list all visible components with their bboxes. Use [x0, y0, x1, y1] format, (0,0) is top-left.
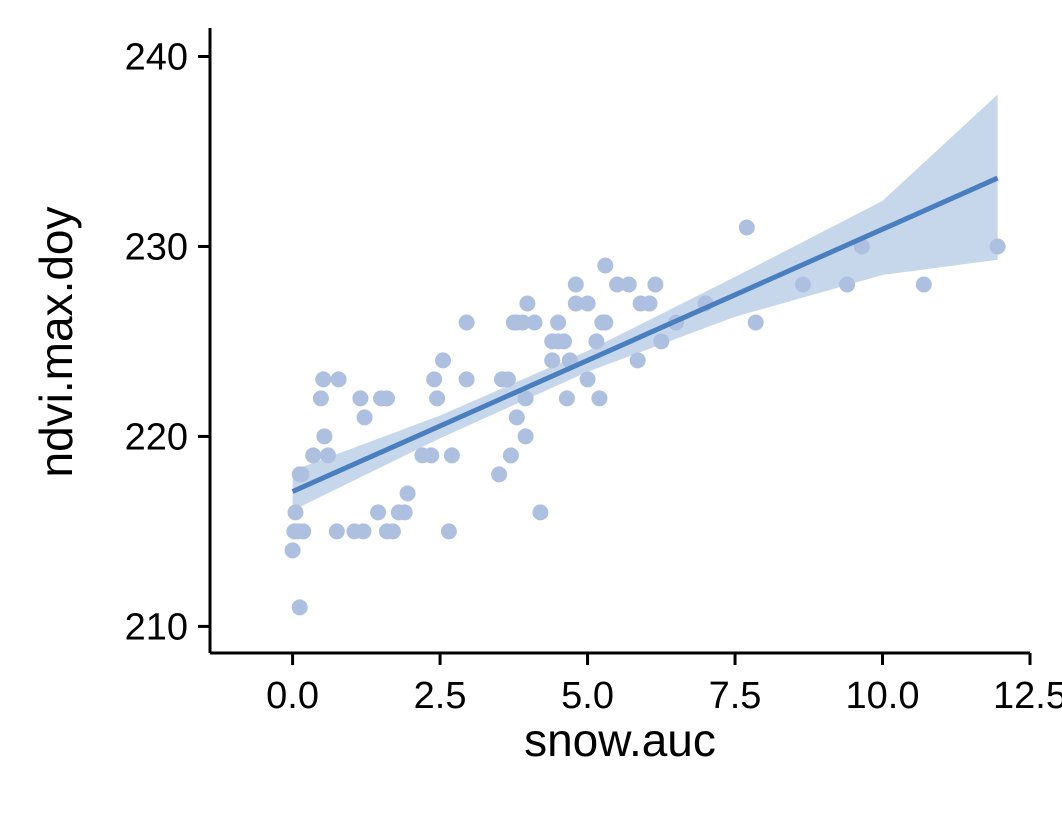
data-point	[502, 447, 519, 464]
y-tick-label: 210	[125, 606, 188, 648]
data-point	[620, 276, 637, 293]
data-point	[320, 447, 336, 464]
data-point	[629, 352, 646, 369]
x-axis-title: snow.auc	[524, 714, 716, 766]
data-point	[499, 371, 516, 388]
regression-line	[291, 175, 999, 494]
data-point	[330, 371, 347, 388]
data-point	[426, 371, 443, 388]
data-point	[567, 276, 584, 293]
data-point	[579, 295, 596, 312]
points-layer	[284, 219, 1006, 616]
x-tick-label: 7.5	[709, 675, 762, 717]
data-point	[352, 390, 369, 407]
data-point	[567, 295, 584, 312]
data-point	[399, 485, 416, 502]
data-point	[435, 352, 451, 369]
data-point	[305, 447, 322, 464]
data-point	[550, 314, 567, 331]
data-point	[370, 504, 387, 521]
y-tick-label: 240	[125, 36, 188, 78]
data-point	[558, 390, 575, 407]
data-point	[915, 276, 932, 293]
data-point	[794, 276, 811, 293]
data-point	[514, 314, 531, 331]
data-point	[591, 390, 608, 407]
data-point	[747, 314, 764, 331]
data-point	[291, 599, 308, 616]
data-point	[579, 371, 596, 388]
data-point	[556, 333, 572, 350]
data-point	[355, 523, 372, 540]
data-point	[517, 428, 534, 445]
data-point	[519, 295, 536, 312]
data-point	[356, 409, 373, 426]
y-tick-label: 230	[125, 226, 188, 268]
data-point	[328, 523, 345, 540]
y-axis-title: ndvi.max.doy	[30, 206, 82, 477]
x-tick-label: 5.0	[561, 675, 614, 717]
data-point	[508, 409, 525, 426]
data-point	[379, 390, 395, 407]
data-point	[315, 371, 332, 388]
data-point	[384, 523, 401, 540]
data-point	[641, 295, 658, 312]
data-point	[989, 238, 1006, 255]
data-point	[443, 447, 460, 464]
data-point	[293, 466, 310, 483]
data-point	[440, 523, 457, 540]
data-point	[517, 390, 534, 407]
data-point	[287, 504, 304, 521]
data-point	[738, 219, 755, 236]
data-point	[526, 314, 543, 331]
data-point	[429, 390, 446, 407]
x-tick-label: 12.5	[993, 675, 1062, 717]
data-point	[647, 276, 664, 293]
confidence-band	[292, 94, 998, 511]
plot-area	[284, 94, 1006, 616]
x-tick-label: 0.0	[266, 675, 319, 717]
data-point	[609, 276, 626, 293]
data-point	[458, 371, 475, 388]
data-point	[295, 523, 312, 540]
data-point	[588, 333, 605, 350]
data-point	[653, 333, 670, 350]
data-point	[597, 314, 614, 331]
data-point	[491, 466, 508, 483]
data-point	[839, 276, 856, 293]
y-tick-label: 220	[125, 416, 188, 458]
y-axis-ticks: 210 220 230 240	[125, 36, 210, 648]
data-point	[532, 504, 549, 521]
x-tick-label: 2.5	[414, 675, 467, 717]
data-point	[284, 542, 301, 559]
data-point	[544, 352, 561, 369]
x-tick-label: 10.0	[846, 675, 920, 717]
data-point	[597, 257, 614, 274]
x-axis-ticks: 0.0 2.5 5.0 7.5 10.0 12.5	[266, 653, 1062, 717]
data-point	[423, 447, 440, 464]
data-point	[312, 390, 329, 407]
data-point	[316, 428, 333, 445]
data-point	[458, 314, 475, 331]
data-point	[396, 504, 413, 521]
